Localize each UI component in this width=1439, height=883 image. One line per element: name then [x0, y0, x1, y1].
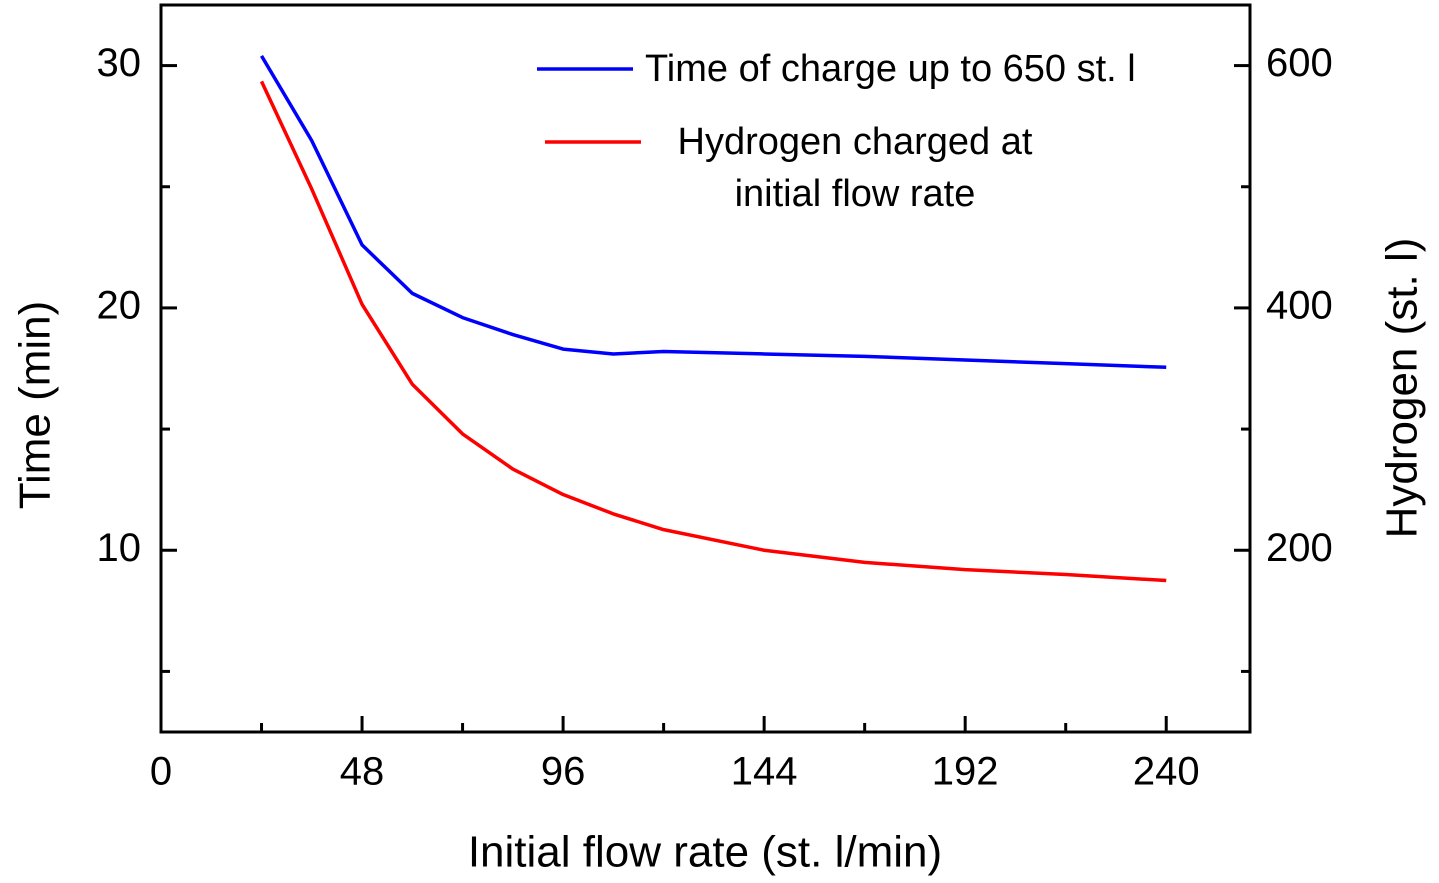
y-tick-label: 30: [97, 41, 142, 85]
x-tick-label: 144: [731, 750, 798, 794]
x-tick-label: 48: [340, 750, 385, 794]
legend-label: Time of charge up to 650 st. l: [645, 48, 1136, 90]
y-axis-label: Time (min): [11, 301, 60, 510]
x-tick-label: 96: [541, 750, 586, 794]
y-tick-label: 20: [97, 283, 142, 327]
x-tick-label: 240: [1133, 750, 1200, 794]
y2-tick-label: 200: [1266, 526, 1333, 570]
y2-tick-label: 400: [1266, 283, 1333, 327]
plot-frame: [159, 3, 1252, 734]
series-line: [260, 54, 1167, 370]
x-tick-label: 192: [932, 750, 999, 794]
y2-tick-label: 600: [1266, 41, 1333, 85]
x-tick-label: 0: [150, 750, 172, 794]
legend-label: Hydrogen charged at initial flow rate: [677, 121, 1033, 215]
y-tick-label: 10: [97, 526, 142, 570]
y2-axis-label: Hydrogen (st. l): [1378, 238, 1427, 539]
x-axis-label: Initial flow rate (st. l/min): [468, 828, 942, 877]
series-line: [259, 80, 1167, 583]
